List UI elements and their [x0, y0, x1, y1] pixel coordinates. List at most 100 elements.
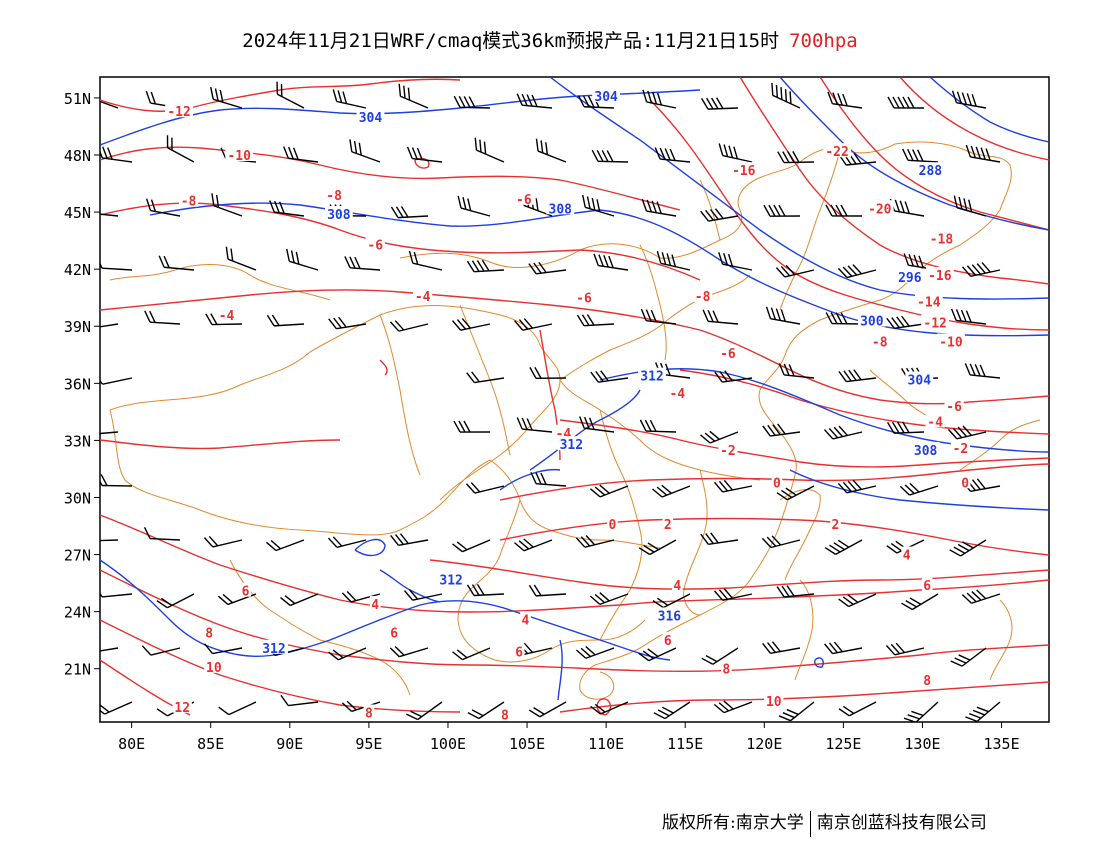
- contour-label-bg: [911, 441, 940, 456]
- wind-barb: [452, 647, 491, 661]
- contour-label-bg: [830, 516, 841, 531]
- temperature-contour-label: -6: [720, 347, 736, 362]
- wind-barb: [327, 536, 367, 548]
- lat-label: 51N: [64, 90, 91, 108]
- temperature-contour-label: -18: [930, 233, 954, 248]
- temperature-contour-label: 8: [722, 663, 730, 678]
- wind-barb: [823, 425, 863, 440]
- temperature-contour-label: 8: [923, 674, 931, 689]
- wind-barb: [513, 318, 553, 331]
- height-contour-label: 308: [914, 444, 938, 459]
- wind-barb: [761, 535, 801, 549]
- wind-barb: [100, 256, 133, 271]
- temperature-contour-label: -20: [868, 202, 892, 217]
- temperature-contour-label: 4: [673, 579, 681, 594]
- wind-barb: [961, 262, 1001, 277]
- latitude-axis: 51N 48N 45N 42N 39N 36N 33N 30N 27N 24N 21N: [64, 90, 100, 679]
- contour-label-bg: [870, 333, 890, 348]
- wind-barb: [827, 91, 863, 109]
- contour-label-bg: [662, 632, 674, 647]
- temperature-contour-label: 0: [609, 518, 617, 533]
- wind-barb: [280, 593, 319, 607]
- contour-label-bg: [260, 639, 288, 654]
- wind-barb: [328, 647, 367, 661]
- temperature-contour-label: 4: [522, 613, 530, 628]
- temperature-contour-label: -22: [825, 145, 848, 160]
- lon-label: 115E: [667, 735, 703, 753]
- wind-barb: [713, 479, 753, 493]
- contour-label-bg: [959, 474, 971, 489]
- wind-barb: [211, 193, 243, 217]
- wind-barb: [965, 144, 1001, 163]
- wind-barb: [700, 430, 739, 444]
- contour-label-bg: [365, 236, 385, 251]
- temperature-contour-label: -16: [732, 164, 756, 179]
- temperature-contour-label: -4: [927, 415, 943, 430]
- height-contour-label: 308: [549, 202, 573, 217]
- wind-barb: [398, 83, 429, 109]
- contour-label-bg: [925, 413, 945, 428]
- temperature-contour-label: 10: [206, 661, 222, 676]
- wind-barb: [210, 86, 243, 109]
- wind-barb: [528, 584, 567, 597]
- wind-barb: [452, 539, 491, 553]
- temperature-contour-label: -8: [326, 189, 342, 204]
- wind-barb: [283, 146, 319, 163]
- wind-barb: [341, 591, 381, 603]
- wind-barb: [466, 371, 505, 384]
- temperature-contour-label: -4: [415, 290, 431, 305]
- contour-label-bg: [172, 698, 192, 713]
- contour-label-bg: [638, 367, 666, 382]
- lon-label: 85E: [197, 735, 224, 753]
- wind-barb: [824, 539, 863, 555]
- wind-barb: [529, 366, 567, 379]
- wind-barb: [218, 701, 257, 716]
- wind-barb: [656, 251, 691, 271]
- contour-label-bg: [437, 571, 466, 586]
- wind-barb: [593, 253, 629, 271]
- copyright-company: 南京创蓝科技有限公司: [816, 813, 987, 833]
- contour-label-bg: [225, 147, 254, 162]
- lat-label: 27N: [64, 547, 91, 565]
- wind-barb: [964, 363, 1001, 379]
- wind-barb: [280, 694, 319, 707]
- temperature-contour-label: 8: [501, 708, 509, 723]
- wind-barb: [100, 701, 133, 715]
- temperature-contour-label: 4: [903, 549, 911, 564]
- copyright-footer: 版权所有:南京大学 南京创蓝科技有限公司: [662, 808, 987, 837]
- wind-barb: [838, 369, 877, 383]
- contour-label-bg: [557, 436, 586, 451]
- wind-barb: [589, 592, 629, 606]
- wind-barb: [641, 198, 677, 217]
- wind-barb: [266, 314, 305, 327]
- wind-barb: [700, 208, 739, 222]
- contour-label-bg: [764, 693, 784, 708]
- wind-barb: [825, 204, 863, 217]
- height-contour-label: 304: [359, 111, 383, 126]
- wind-barb: [100, 431, 119, 436]
- wind-barb: [638, 647, 677, 662]
- wind-barb: [528, 261, 567, 275]
- wind-barb: [465, 482, 505, 494]
- lon-label: 105E: [509, 735, 545, 753]
- lon-label: 100E: [430, 735, 466, 753]
- height-contour-label: 300: [860, 315, 884, 330]
- wind-barb: [145, 198, 181, 217]
- wind-barb: [713, 588, 753, 602]
- temperature-contour-label: 6: [390, 627, 398, 642]
- contour-label-bg: [921, 577, 933, 592]
- wind-barb: [100, 212, 119, 217]
- wind-barb: [457, 195, 491, 217]
- temperature-contour-label: 6: [664, 634, 672, 649]
- contour-label-bg: [925, 266, 954, 281]
- contour-label-bg: [178, 192, 199, 207]
- lon-label: 110E: [588, 735, 624, 753]
- contour-label-bg: [369, 596, 381, 611]
- wind-barb: [775, 264, 815, 278]
- temperature-contour-label: 8: [365, 706, 373, 721]
- contour-label-bg: [895, 268, 924, 283]
- wind-barb: [406, 701, 443, 721]
- wind-barb: [156, 593, 195, 609]
- height-contour-label: 312: [640, 370, 663, 385]
